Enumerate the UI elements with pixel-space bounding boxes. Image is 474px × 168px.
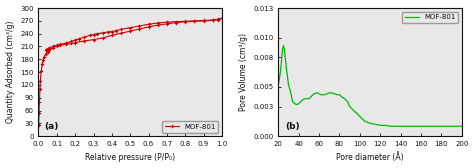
MOF-801 [54,44,60,46]
MOF-801 [105,31,111,33]
MOF-801 [275,84,281,86]
Legend: MOF-801: MOF-801 [402,12,458,23]
MOF-801 [337,94,342,96]
MOF-801 [459,125,465,127]
Text: (b): (b) [286,122,300,131]
MOF-801 [45,48,51,50]
Line: MOF-801: MOF-801 [278,46,462,126]
MOF-801 [87,34,93,36]
MOF-801 [58,43,64,45]
MOF-801 [201,19,206,22]
MOF-801 [318,94,324,96]
MOF-801 [113,30,118,32]
MOF-801 [146,23,151,25]
MOF-801 [304,98,310,100]
MOF-801 [73,39,78,41]
MOF-801 [388,125,393,127]
MOF-801 [280,48,285,50]
MOF-801 [173,21,179,23]
MOF-801 [191,20,197,22]
MOF-801 [182,20,188,22]
MOF-801 [91,34,96,36]
MOF-801 [63,42,69,44]
Line: MOF-801: MOF-801 [44,17,224,52]
X-axis label: Relative pressure (P/P₀): Relative pressure (P/P₀) [85,153,175,162]
MOF-801 [43,49,49,51]
MOF-801 [94,33,100,35]
MOF-801 [50,46,56,48]
MOF-801 [215,18,221,20]
MOF-801 [210,19,216,21]
MOF-801 [281,45,286,47]
MOF-801 [155,22,161,24]
MOF-801 [137,25,142,27]
Y-axis label: Quantity Adsorbed (cm³/g): Quantity Adsorbed (cm³/g) [6,21,15,123]
Y-axis label: Pore Volume (cm³/g): Pore Volume (cm³/g) [238,33,247,111]
MOF-801 [46,47,52,49]
MOF-801 [100,32,106,34]
MOF-801 [109,31,115,33]
MOF-801 [82,36,87,38]
Text: (a): (a) [44,122,58,131]
MOF-801 [342,98,347,100]
Legend: MOF-801: MOF-801 [162,121,219,133]
MOF-801 [118,28,124,30]
MOF-801 [128,27,133,29]
X-axis label: Pore diameter (Å): Pore diameter (Å) [336,153,404,162]
MOF-801 [76,38,82,40]
MOF-801 [219,17,225,19]
MOF-801 [69,40,74,42]
MOF-801 [164,21,170,23]
MOF-801 [327,92,332,94]
